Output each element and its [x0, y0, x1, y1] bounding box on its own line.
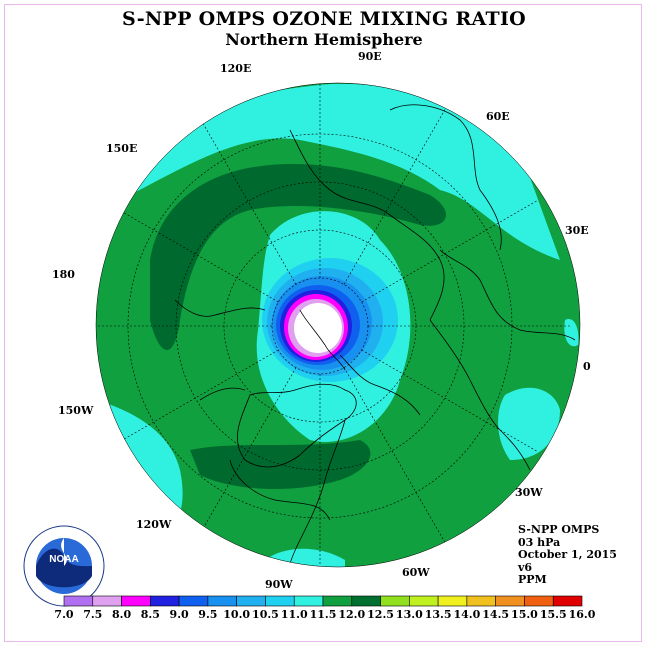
longitude-label: 60E — [486, 110, 510, 123]
colorbar-tick-label: 10.0 — [223, 608, 251, 621]
colorbar-swatch — [150, 595, 180, 607]
colorbar-swatch — [409, 595, 439, 607]
longitude-label: 90E — [358, 50, 382, 63]
map-subtitle: Northern Hemisphere — [225, 30, 423, 49]
colorbar-tick-label: 13.5 — [424, 608, 452, 621]
ozone-field — [96, 83, 580, 567]
colorbar-swatch — [293, 595, 324, 607]
colorbar-swatch — [178, 595, 209, 607]
longitude-label: 120E — [220, 62, 252, 75]
colorbar-swatch — [121, 595, 151, 607]
colorbar-tick-label: 11.0 — [280, 608, 308, 621]
longitude-label: 150E — [106, 142, 138, 155]
colorbar-tick-label: 16.0 — [568, 608, 596, 621]
colorbar-swatch — [552, 595, 583, 607]
longitude-label: 30W — [515, 486, 543, 499]
colorbar-tick-label: 11.5 — [309, 608, 337, 621]
colorbar — [63, 595, 583, 607]
colorbar-swatch — [322, 595, 353, 607]
colorbar-tick-label: 14.5 — [482, 608, 510, 621]
longitude-label: 120W — [136, 518, 172, 531]
longitude-label: 30E — [565, 224, 589, 237]
ozone-level-12-0-south-band — [190, 440, 371, 490]
meridian-line — [194, 109, 297, 285]
colorbar-swatch — [466, 595, 496, 607]
meridian-line — [361, 200, 537, 303]
colorbar-tick-label: 9.5 — [198, 608, 218, 621]
ozone-level-11-0-east — [498, 387, 560, 460]
colorbar-swatch — [437, 595, 468, 607]
ozone-level-11-0-north — [100, 83, 560, 260]
colorbar-swatch — [265, 595, 295, 607]
meridian-line — [343, 109, 446, 285]
colorbar-tick-label: 14.0 — [453, 608, 481, 621]
colorbar-tick-label: 13.0 — [395, 608, 423, 621]
info-instrument: S-NPP OMPS — [518, 523, 600, 536]
longitude-label: 60W — [402, 566, 430, 579]
noaa-logo: NOAA — [23, 525, 105, 607]
colorbar-tick-label: 15.0 — [511, 608, 538, 621]
colorbar-tick-label: 7.0 — [54, 608, 74, 621]
colorbar-swatch — [236, 595, 266, 607]
meridian-line — [361, 349, 537, 452]
ozone-level-12-0-band — [150, 164, 447, 350]
meridian-line — [194, 367, 297, 543]
map-boundary — [95, 82, 581, 568]
info-level: 03 hPa — [518, 535, 561, 549]
meridian-line — [103, 349, 279, 452]
colorbar-tick-label: 9.0 — [169, 608, 189, 621]
colorbar-tick-label: 7.5 — [83, 608, 103, 621]
ozone-level-11-0-east-small — [564, 319, 579, 347]
info-date: October 1, 2015 — [518, 548, 617, 561]
meridians — [96, 83, 570, 567]
longitude-label: 90W — [265, 578, 293, 591]
colorbar-swatch — [207, 595, 237, 607]
longitude-label: 150W — [58, 404, 94, 417]
longitude-label: 180 — [52, 268, 75, 281]
colorbar-tick-label: 12.0 — [338, 608, 366, 621]
meridian-line — [343, 367, 446, 543]
longitude-label: 0 — [583, 360, 591, 373]
figure-frame — [4, 4, 642, 642]
colorbar-swatch — [92, 595, 122, 607]
colorbar-tick-label: 15.5 — [539, 608, 567, 621]
meridian-line — [103, 200, 279, 303]
colorbar-swatch — [380, 595, 410, 607]
info-block: S-NPP OMPS 03 hPa October 1, 2015 v6 PPM — [518, 523, 617, 587]
info-version: v6 — [518, 560, 533, 574]
colorbar-tick-label: 8.5 — [140, 608, 160, 621]
ozone-level-11-0-south — [265, 548, 345, 567]
map-title: S-NPP OMPS OZONE MIXING RATIO — [121, 8, 527, 30]
polar-night-no-data — [294, 303, 342, 353]
coastlines — [174, 104, 576, 567]
info-units: PPM — [518, 573, 547, 586]
noaa-logo-text: NOAA — [49, 554, 78, 565]
colorbar-swatch — [524, 595, 554, 607]
colorbar-swatch — [63, 595, 94, 607]
colorbar-swatch — [495, 595, 525, 607]
colorbar-swatch — [351, 595, 381, 607]
colorbar-tick-label: 8.0 — [111, 608, 132, 621]
colorbar-tick-label: 12.5 — [367, 608, 394, 621]
colorbar-tick-label: 10.5 — [252, 608, 279, 621]
